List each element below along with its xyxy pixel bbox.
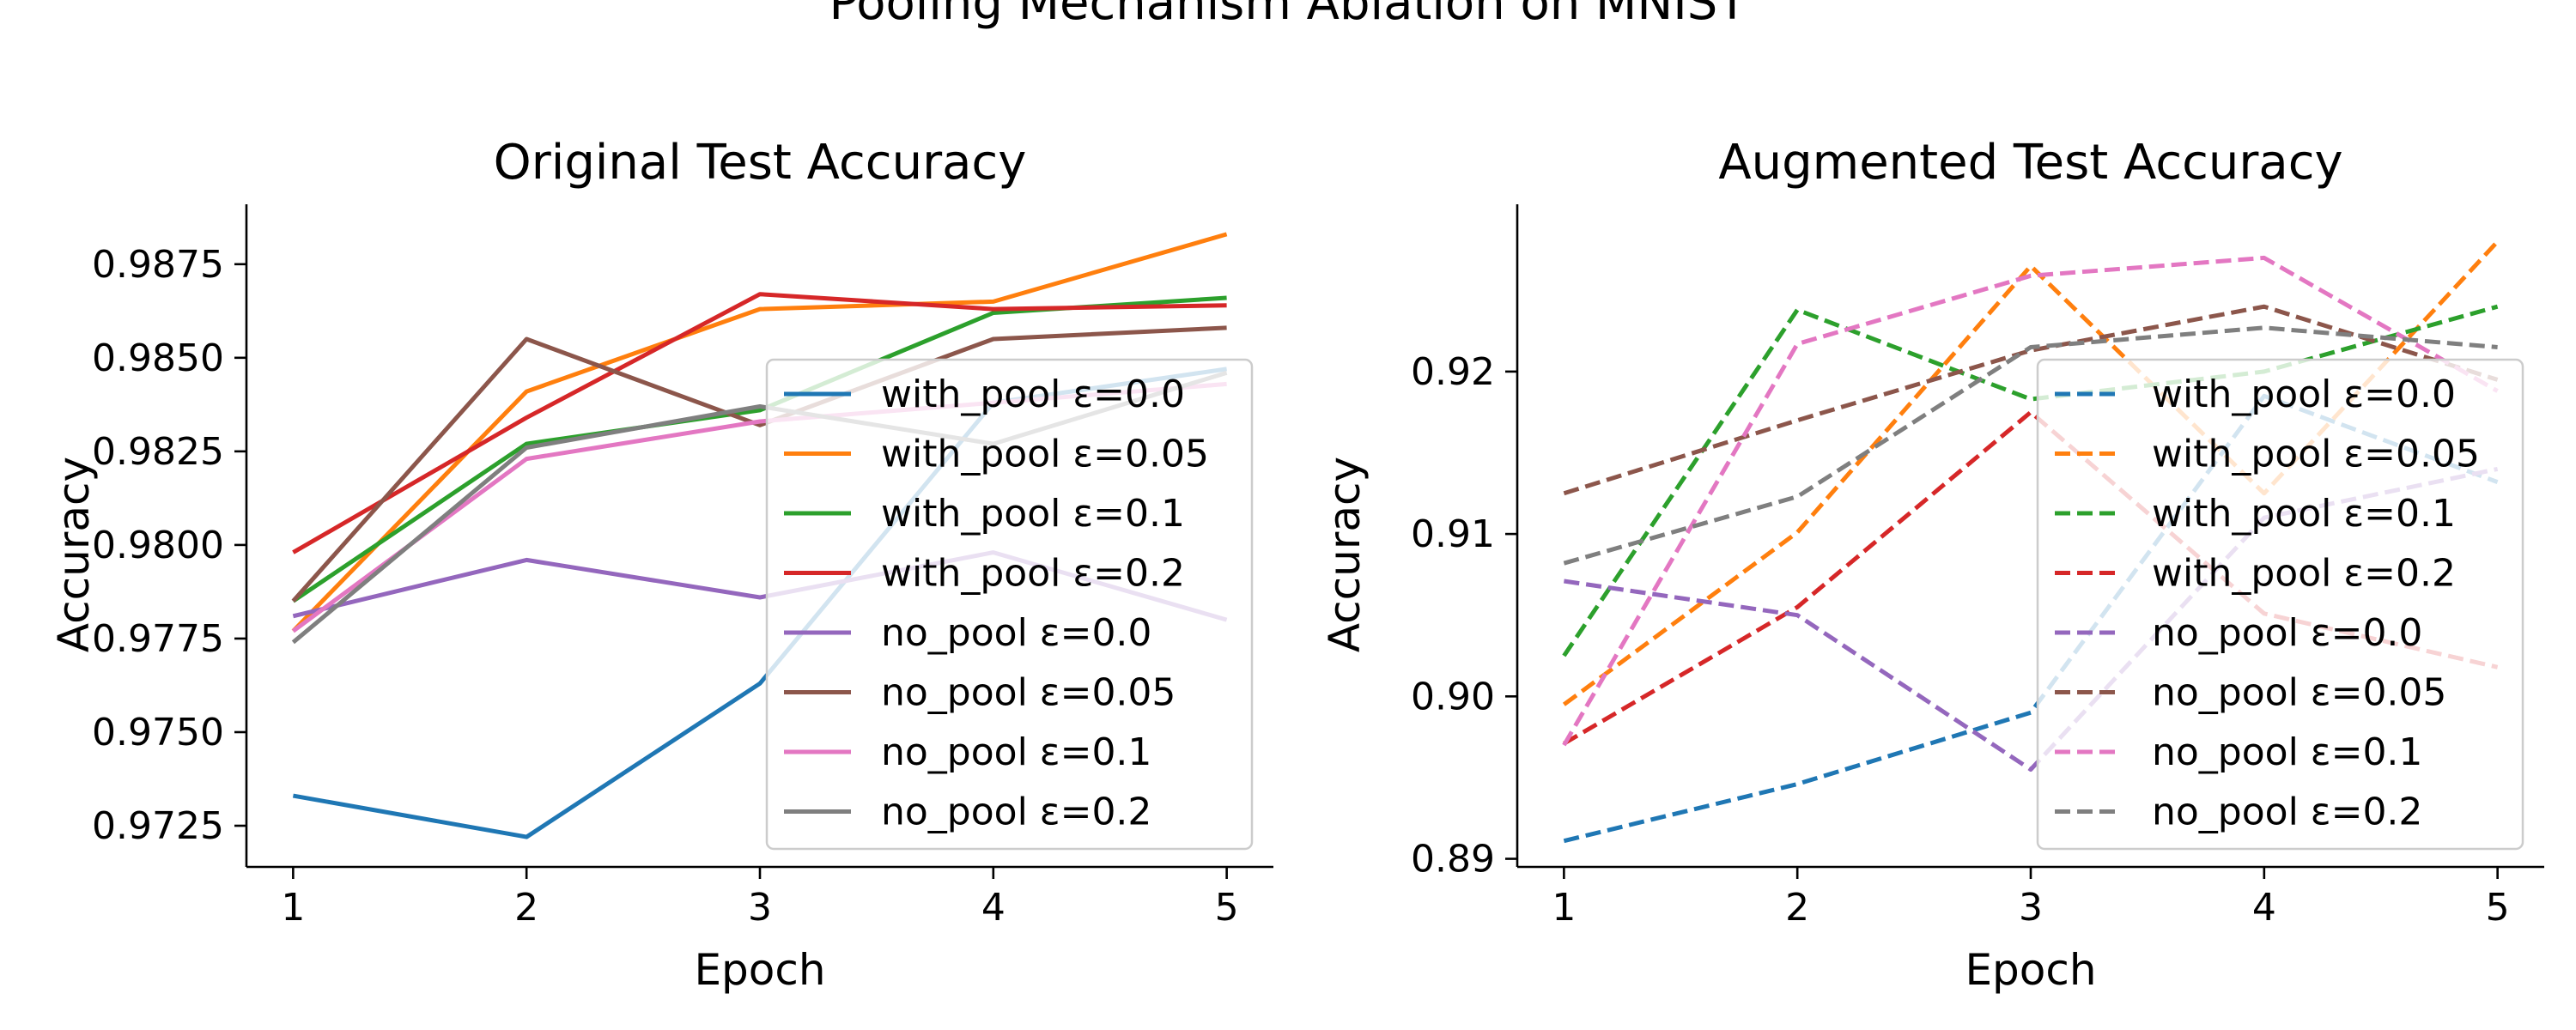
series-line-with-pool-eps-0-1 xyxy=(1562,304,2499,657)
x-tick-label: 3 xyxy=(748,886,772,930)
legend-label: no_pool ε=0.1 xyxy=(2152,730,2422,774)
x-tick-label: 3 xyxy=(2019,886,2043,930)
legend-label: with_pool ε=0.05 xyxy=(2152,433,2480,476)
legend-label: no_pool ε=0.05 xyxy=(881,671,1176,715)
x-tick-label: 2 xyxy=(514,886,538,930)
legend-label: with_pool ε=0.1 xyxy=(2152,492,2456,536)
x-axis-label: Epoch xyxy=(1965,945,2096,995)
legend-label: no_pool ε=0.1 xyxy=(881,730,1151,774)
legend-label: with_pool ε=0.0 xyxy=(2152,373,2456,416)
x-tick-label: 4 xyxy=(981,886,1005,930)
y-tick-label: 0.9750 xyxy=(92,711,224,754)
x-tick-label: 4 xyxy=(2252,886,2276,930)
y-tick-label: 0.89 xyxy=(1411,838,1495,882)
series-line-no-pool-eps-0-2 xyxy=(1563,325,2498,566)
y-axis-label: Accuracy xyxy=(1320,457,1370,652)
series-line-no-pool-eps-0-05 xyxy=(291,325,1227,603)
y-tick-label: 0.92 xyxy=(1411,350,1495,394)
series-line-no-pool-eps-0-05 xyxy=(1563,304,2499,496)
legend-label: no_pool ε=0.05 xyxy=(2152,671,2446,715)
x-tick-label: 1 xyxy=(1552,886,1576,930)
x-axis-label: Epoch xyxy=(694,945,825,995)
legend-label: no_pool ε=0.2 xyxy=(2152,791,2422,834)
chart-original: Original Test Accuracy 1 2 3 4 5 0.9725 0.9750 0… xyxy=(49,135,1273,995)
y-tick-label: 0.9875 xyxy=(92,243,224,287)
legend-label: with_pool ε=0.1 xyxy=(881,492,1185,536)
legend-label: no_pool ε=0.2 xyxy=(881,791,1151,834)
legend-box xyxy=(765,358,1254,851)
y-tick-label: 0.91 xyxy=(1411,512,1495,556)
y-tick-label: 0.9725 xyxy=(92,804,224,848)
legend-label: with_pool ε=0.0 xyxy=(881,373,1185,416)
x-tick-label: 5 xyxy=(1215,886,1239,930)
legend-label: no_pool ε=0.0 xyxy=(2152,611,2422,655)
chart-augmented: Augmented Test Accuracy 1 2 3 4 5 0.89 0.90 0.91… xyxy=(1320,135,2544,995)
series-line-with-pool-eps-0-05 xyxy=(291,232,1228,633)
series-line-with-pool-eps-0-2 xyxy=(292,292,1227,554)
x-tick-label: 2 xyxy=(1785,886,1809,930)
figure-title: Pooling Mechanism Ablation on MNIST xyxy=(829,0,1747,31)
series-line-no-pool-eps-0-1 xyxy=(1562,255,2499,747)
y-axis-label: Accuracy xyxy=(49,457,99,652)
y-tick-label: 0.9850 xyxy=(92,336,224,380)
legend-label: no_pool ε=0.0 xyxy=(881,611,1151,655)
legend-label: with_pool ε=0.2 xyxy=(881,552,1185,596)
y-tick-label: 0.9775 xyxy=(92,617,224,661)
x-tick-label: 5 xyxy=(2486,886,2510,930)
legend-label: with_pool ε=0.05 xyxy=(881,433,1209,476)
chart-title: Original Test Accuracy xyxy=(494,135,1027,191)
legend: with_pool ε=0.0 with_pool ε=0.05 with_pool… xyxy=(2036,358,2524,851)
x-tick-label: 1 xyxy=(281,886,305,930)
legend: with_pool ε=0.0 with_pool ε=0.05 with_pool… xyxy=(765,358,1254,851)
y-tick-label: 0.90 xyxy=(1411,675,1495,718)
legend-box xyxy=(2036,358,2524,851)
y-tick-label: 0.9825 xyxy=(92,430,224,474)
y-tick-label: 0.9800 xyxy=(92,524,224,567)
legend-label: with_pool ε=0.2 xyxy=(2152,552,2456,596)
chart-title: Augmented Test Accuracy xyxy=(1718,135,2342,191)
